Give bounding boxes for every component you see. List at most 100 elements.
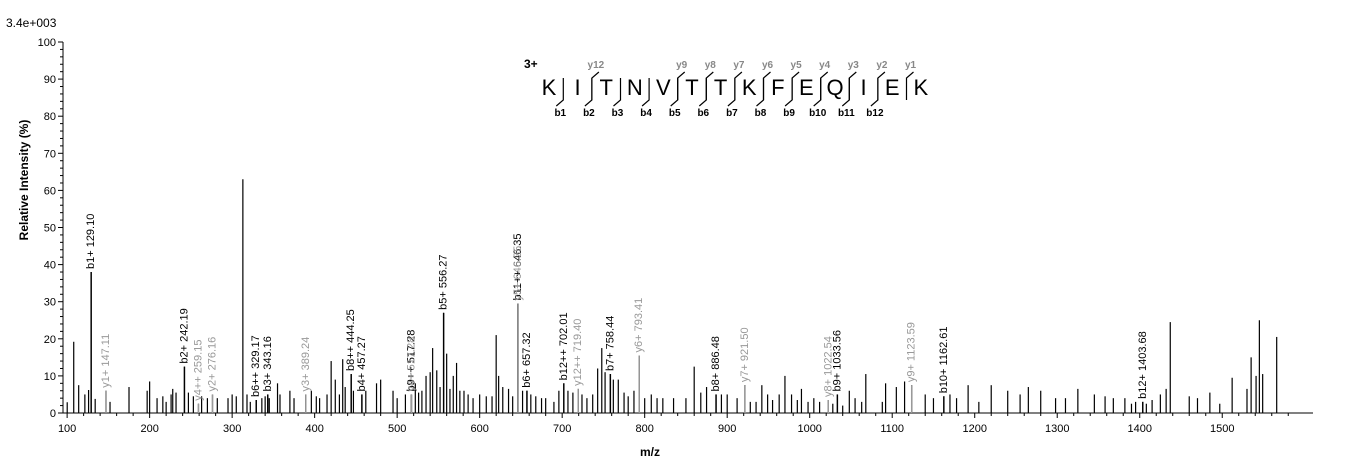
b-ion-bracket <box>698 78 707 107</box>
sequence-residue: K <box>913 75 928 100</box>
y-ion-label: y4 <box>819 60 831 71</box>
peak-label: y4++ 259.15 <box>192 340 204 401</box>
sequence-residue: I <box>575 75 581 100</box>
charge-state-label: 3+ <box>524 57 538 71</box>
peak-label: y8+ 1022.54 <box>822 336 834 397</box>
peak-label: y9+ 1123.59 <box>906 322 918 382</box>
x-tick-label: 1200 <box>962 423 986 435</box>
y-tick-label: 100 <box>38 37 56 49</box>
peak-label: b4+ 457.27 <box>356 336 368 391</box>
peak-label: y1+ 147.11 <box>100 334 112 388</box>
y-tick-label: 0 <box>50 408 56 420</box>
y-ion-label: y8 <box>705 60 717 71</box>
y-ion-bracket <box>677 71 686 100</box>
sequence-residue: I <box>861 75 867 100</box>
b-ion-bracket <box>555 78 564 107</box>
b-ion-label: b1 <box>554 108 566 119</box>
b-ion-bracket <box>641 78 650 107</box>
peaks-layer <box>66 179 1278 413</box>
y-ion-label: y6 <box>762 60 774 71</box>
sequence-residue: K <box>742 75 757 100</box>
b-ion-bracket <box>870 78 879 107</box>
peak-label: b1+ 129.10 <box>85 214 97 269</box>
b-ion-label: b12 <box>866 108 884 119</box>
y-tick-label: 80 <box>44 111 56 123</box>
sequence-residue: E <box>885 75 900 100</box>
x-tick-label: 600 <box>470 423 488 435</box>
y-ion-bracket <box>848 71 857 100</box>
x-tick-label: 1500 <box>1210 423 1234 435</box>
b-ion-bracket <box>784 78 793 107</box>
peak-label: b6++ 329.17 <box>250 335 262 397</box>
y-ion-bracket <box>762 71 771 100</box>
y-ion-label: y9 <box>676 60 688 71</box>
sequence-residue: K <box>542 75 557 100</box>
b-ion-label: b6 <box>697 108 709 119</box>
x-tick-label: 800 <box>636 423 654 435</box>
y-tick-label: 60 <box>44 185 56 197</box>
peak-label: b10+ 1162.61 <box>938 327 950 394</box>
peak-label: b9+ 1033.56 <box>831 330 843 391</box>
x-axis-title: m/z <box>640 445 660 459</box>
y-tick-label: 10 <box>44 371 56 383</box>
y-ion-label: y2 <box>876 60 888 71</box>
b-ion-label: b10 <box>809 108 827 119</box>
sequence-annotation: 3+K I T N V T T K F E Q I E Kb1 b2 b3 b4 b5 b6 b7 b8 b9 b10 b11… <box>524 57 928 119</box>
peak-label: b3+ 343.16 <box>262 336 274 391</box>
x-tick-label: 500 <box>388 423 406 435</box>
x-tick-label: 400 <box>305 423 323 435</box>
b-ion-bracket <box>584 78 593 107</box>
b-ion-bracket <box>727 78 736 107</box>
peak-label: y2+ 276.16 <box>206 337 218 392</box>
b-ion-bracket <box>613 78 622 107</box>
peak-label: b11++ 646.35 <box>512 233 524 300</box>
peak-label: b6+ 657.32 <box>521 332 533 387</box>
x-tick-label: 1400 <box>1127 423 1151 435</box>
b-ion-label: b9 <box>783 108 795 119</box>
peak-label: y3+ 389.24 <box>300 337 312 392</box>
y-tick-label: 40 <box>44 260 56 272</box>
x-tick-label: 900 <box>718 423 736 435</box>
peak-label: y4+ 517.28 <box>405 337 417 392</box>
sequence-residue: T <box>685 75 698 100</box>
y-tick-label: 70 <box>44 148 56 160</box>
sequence-residue: N <box>627 75 643 100</box>
x-tick-label: 1000 <box>797 423 821 435</box>
intensity-scale-label: 3.4e+003 <box>6 16 57 30</box>
peak-label: b12+ 1403.68 <box>1137 331 1149 399</box>
y-tick-label: 20 <box>44 334 56 346</box>
axes: 0 10 20 30 40 50 60 70 80 90 100 100 200 300 400 500 600… <box>38 37 1313 435</box>
y-ion-bracket <box>791 71 800 100</box>
b-ion-label: b7 <box>726 108 738 119</box>
b-ion-label: b8 <box>755 108 767 119</box>
y-ion-bracket <box>591 71 600 100</box>
b-ion-label: b4 <box>640 108 652 119</box>
peak-label: b8++ 444.25 <box>345 309 357 371</box>
y-ion-bracket <box>820 71 829 100</box>
peak-label: b7+ 758.44 <box>604 316 616 371</box>
b-ion-bracket <box>756 78 765 107</box>
b-ion-bracket <box>813 78 822 107</box>
y-tick-label: 30 <box>44 297 56 309</box>
sequence-residue: T <box>599 75 612 100</box>
x-tick-label: 100 <box>58 423 76 435</box>
peak-label: b12++ 702.01 <box>558 312 570 380</box>
b-ion-label: b2 <box>583 108 595 119</box>
y-ion-bracket <box>877 71 886 100</box>
y-ion-bracket <box>705 71 714 100</box>
y-ion-label: y7 <box>733 60 745 71</box>
sequence-residue: F <box>771 75 784 100</box>
sequence-residue: T <box>714 75 727 100</box>
x-tick-label: 300 <box>223 423 241 435</box>
y-ion-label: y1 <box>905 60 917 71</box>
y-ion-label: y5 <box>791 60 803 71</box>
x-tick-label: 1300 <box>1045 423 1069 435</box>
peak-label: b8+ 886.48 <box>710 336 722 391</box>
peak-label: y6+ 793.41 <box>633 298 645 353</box>
sequence-residue: V <box>656 75 671 100</box>
b-ion-label: b5 <box>669 108 681 119</box>
y-axis-title: Relative Intensity (%) <box>17 120 31 241</box>
b-ion-label: b3 <box>612 108 624 119</box>
sequence-residue: E <box>799 75 814 100</box>
